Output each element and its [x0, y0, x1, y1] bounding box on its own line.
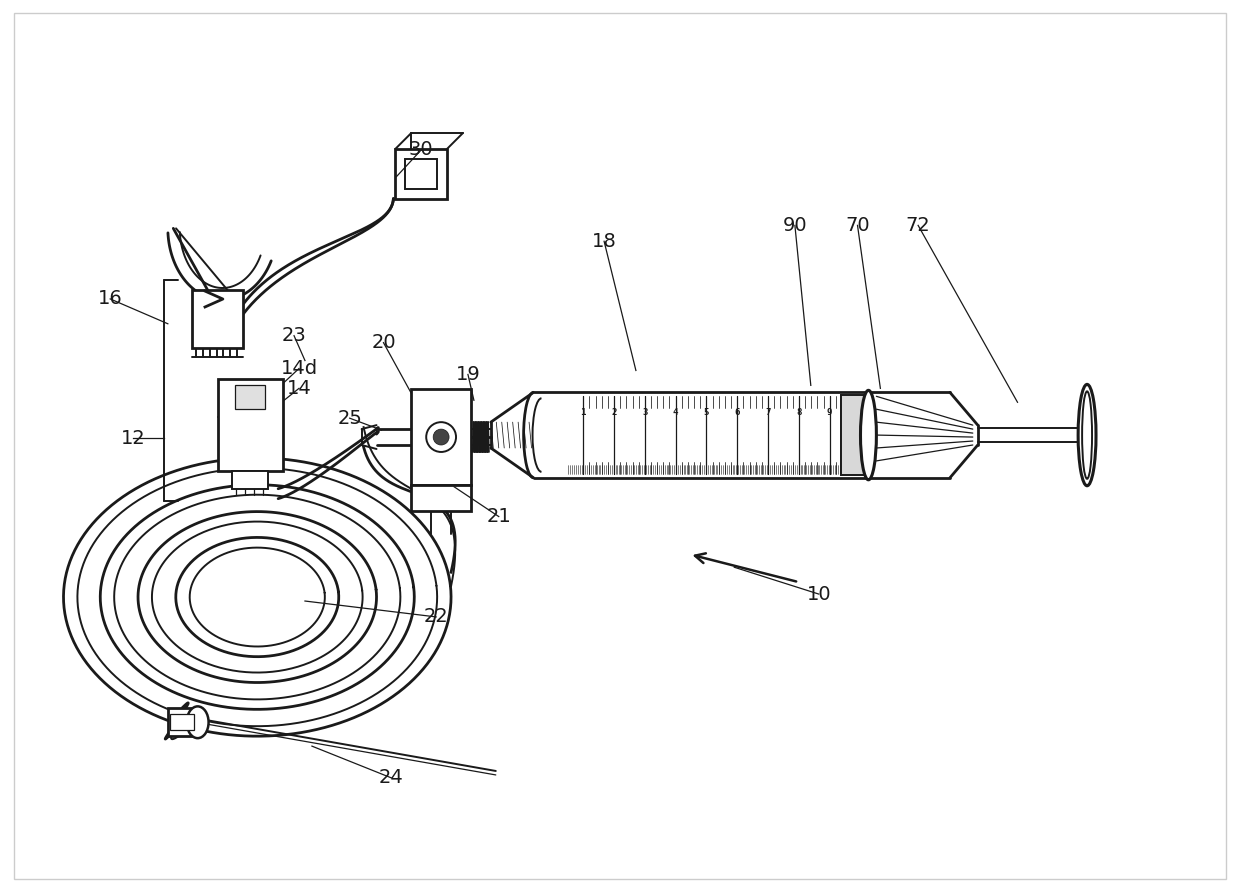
Bar: [405, 159, 438, 188]
Text: 1: 1: [580, 408, 587, 417]
Ellipse shape: [1078, 384, 1096, 486]
Circle shape: [427, 422, 456, 452]
Text: 70: 70: [846, 216, 869, 235]
Text: 8: 8: [796, 408, 801, 417]
Text: 9: 9: [827, 408, 832, 417]
Text: 7: 7: [765, 408, 771, 417]
Text: 72: 72: [905, 216, 930, 235]
Text: 5: 5: [704, 408, 709, 417]
Bar: [412, 389, 471, 484]
Bar: [841, 395, 868, 475]
Text: 23: 23: [281, 326, 306, 345]
Text: 18: 18: [591, 232, 616, 251]
Text: 90: 90: [782, 216, 807, 235]
Bar: [192, 290, 243, 348]
Text: 30: 30: [409, 140, 434, 160]
Text: 12: 12: [120, 428, 145, 448]
Text: 19: 19: [455, 365, 480, 384]
Text: 4: 4: [673, 408, 678, 417]
Text: 22: 22: [424, 607, 449, 626]
Bar: [170, 714, 193, 731]
Ellipse shape: [861, 391, 877, 480]
Text: 2: 2: [611, 408, 616, 417]
Text: 14: 14: [286, 379, 311, 398]
Text: 6: 6: [734, 408, 740, 417]
Bar: [167, 708, 196, 736]
Text: 21: 21: [486, 507, 511, 526]
Text: 3: 3: [642, 408, 647, 417]
Text: 25: 25: [337, 409, 362, 427]
Bar: [236, 385, 265, 409]
Circle shape: [433, 429, 449, 445]
Bar: [232, 471, 268, 489]
Bar: [217, 379, 283, 471]
Text: 16: 16: [98, 289, 123, 309]
Text: 20: 20: [371, 333, 396, 352]
Ellipse shape: [1083, 392, 1092, 479]
Text: 14d: 14d: [280, 359, 317, 378]
Bar: [412, 484, 471, 510]
Ellipse shape: [187, 706, 208, 739]
Bar: [396, 149, 448, 199]
Text: 10: 10: [806, 584, 831, 604]
Text: 24: 24: [379, 768, 404, 788]
